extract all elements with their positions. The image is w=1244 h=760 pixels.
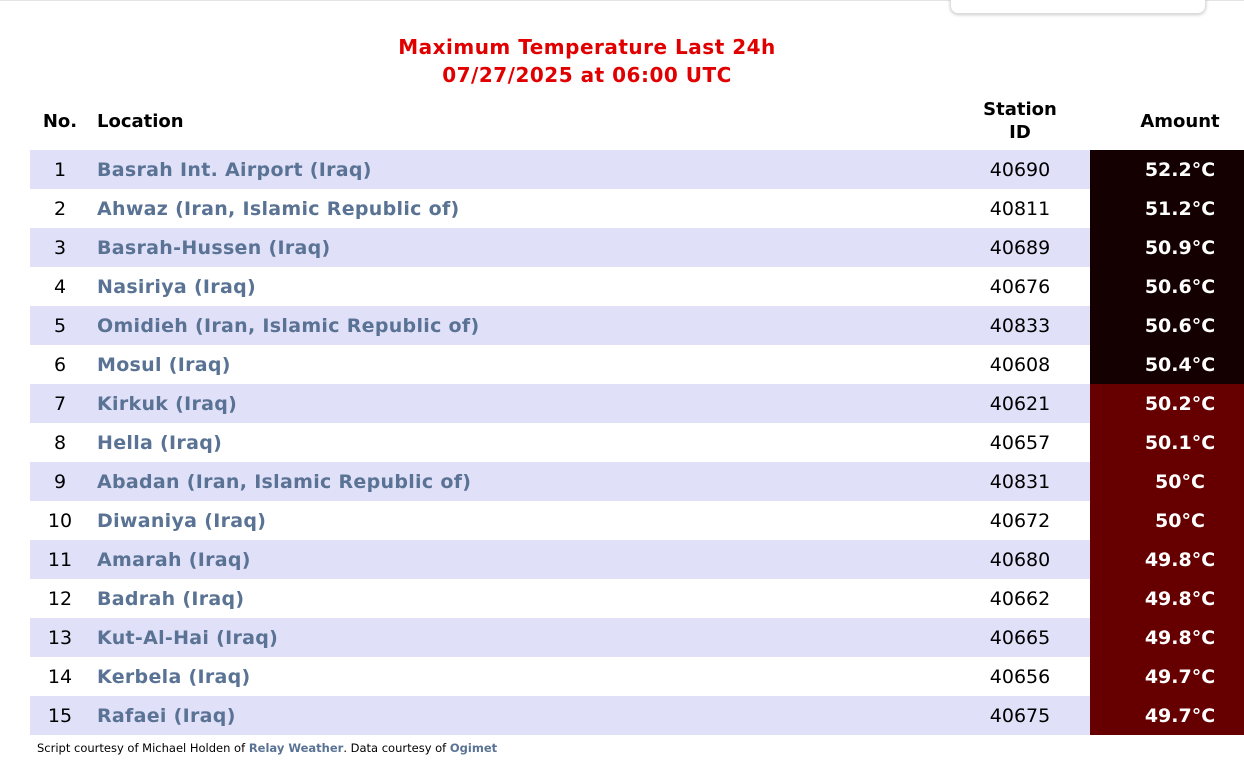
results-table: No. Location Station ID Amount 1 Basrah I… xyxy=(30,92,1244,735)
table-row: 12 Badrah (Iraq) 40662 49.8°C xyxy=(30,579,1244,618)
amount: 50.9°C xyxy=(1090,228,1244,267)
column-header: Location xyxy=(97,110,184,132)
location[interactable]: Basrah-Hussen (Iraq) xyxy=(90,228,950,267)
amount: 49.8°C xyxy=(1090,618,1244,657)
table-body: 1 Basrah Int. Airport (Iraq) 40690 52.2°C 2 A… xyxy=(30,150,1244,735)
row-number: 8 xyxy=(53,431,67,454)
amount: 50.1°C xyxy=(1090,423,1244,462)
location[interactable]: Nasiriya (Iraq) xyxy=(97,275,256,298)
amount: 49.7°C xyxy=(1090,696,1244,735)
table-row: 6 Mosul (Iraq) 40608 50.4°C xyxy=(30,345,1244,384)
amount: 50.6°C xyxy=(1090,306,1244,345)
title-subline: 07/27/2025 at 06:00 UTC xyxy=(442,63,732,87)
location[interactable]: Rafaei (Iraq) xyxy=(90,696,950,735)
row-number: 13 xyxy=(30,618,90,657)
amount: 50.2°C xyxy=(1090,384,1244,423)
row-number: 12 xyxy=(47,587,73,610)
table-row: 5 Omidieh (Iran, Islamic Republic of) 4083… xyxy=(30,306,1244,345)
title: Maximum Temperature Last 24h 07/27/2025 … xyxy=(0,33,1174,89)
station-id: 40665 xyxy=(950,618,1090,657)
station-id: 40831 xyxy=(950,462,1090,501)
location[interactable]: Basrah Int. Airport (Iraq) xyxy=(90,150,950,189)
table-row: 14 Kerbela (Iraq) 40656 49.7°C xyxy=(30,657,1244,696)
station-id: 40662 xyxy=(989,587,1051,610)
amount: 50.6°C xyxy=(1090,267,1244,306)
title-line: Maximum Temperature Last 24h xyxy=(398,35,776,59)
table-row: 4 Nasiriya (Iraq) 40676 50.6°C xyxy=(30,267,1244,306)
amount: 50°C xyxy=(1090,501,1244,540)
location[interactable]: Kut-Al-Hai (Iraq) xyxy=(90,618,950,657)
row-number: 1 xyxy=(30,150,90,189)
location[interactable]: Badrah (Iraq) xyxy=(97,587,245,610)
amount: 50°C xyxy=(1090,462,1244,501)
row-number: 2 xyxy=(53,197,67,220)
top-divider xyxy=(0,0,1244,1)
column-header: Amount xyxy=(1140,110,1220,132)
row-number: 3 xyxy=(30,228,90,267)
location[interactable]: Kerbela (Iraq) xyxy=(97,665,251,688)
table-row: 7 Kirkuk (Iraq) 40621 50.2°C xyxy=(30,384,1244,423)
location[interactable]: Omidieh (Iran, Islamic Republic of) xyxy=(90,306,950,345)
footer-link[interactable]: Relay Weather xyxy=(248,741,344,755)
search-box[interactable] xyxy=(950,0,1206,14)
row-number: 15 xyxy=(30,696,90,735)
location[interactable]: Abadan (Iran, Islamic Republic of) xyxy=(90,462,950,501)
row-number: 14 xyxy=(47,665,73,688)
row-number: 10 xyxy=(47,509,73,532)
amount: 50.4°C xyxy=(1090,345,1244,384)
location[interactable]: Ahwaz (Iran, Islamic Republic of) xyxy=(97,197,460,220)
footer-text: Script courtesy of Michael Holden of xyxy=(37,741,246,755)
amount: 49.8°C xyxy=(1090,540,1244,579)
row-number: 5 xyxy=(30,306,90,345)
location[interactable]: Hella (Iraq) xyxy=(97,431,223,454)
table-row: 15 Rafaei (Iraq) 40675 49.7°C xyxy=(30,696,1244,735)
table-row: 8 Hella (Iraq) 40657 50.1°C xyxy=(30,423,1244,462)
station-id: 40672 xyxy=(989,509,1051,532)
station-id: 40690 xyxy=(950,150,1090,189)
station-id: 40675 xyxy=(950,696,1090,735)
table-row: 2 Ahwaz (Iran, Islamic Republic of) 40811 5… xyxy=(30,189,1244,228)
header-row: No. Location Station ID Amount xyxy=(30,92,1244,150)
amount: 51.2°C xyxy=(1090,189,1244,228)
row-number: 4 xyxy=(53,275,67,298)
row-number: 9 xyxy=(30,462,90,501)
column-header: No. xyxy=(42,110,78,132)
location[interactable]: Mosul (Iraq) xyxy=(97,353,231,376)
location[interactable]: Kirkuk (Iraq) xyxy=(90,384,950,423)
column-header: Station ID xyxy=(983,99,1057,143)
footer-text: . Data courtesy of xyxy=(343,741,447,755)
station-id: 40657 xyxy=(989,431,1051,454)
table-row: 11 Amarah (Iraq) 40680 49.8°C xyxy=(30,540,1244,579)
amount: 52.2°C xyxy=(1090,150,1244,189)
station-id: 40621 xyxy=(950,384,1090,423)
footer-link[interactable]: Ogimet xyxy=(449,741,498,755)
location[interactable]: Diwaniya (Iraq) xyxy=(97,509,267,532)
table-row: 9 Abadan (Iran, Islamic Republic of) 40831… xyxy=(30,462,1244,501)
station-id: 40811 xyxy=(989,197,1051,220)
station-id: 40680 xyxy=(950,540,1090,579)
station-id: 40676 xyxy=(989,275,1051,298)
amount: 49.7°C xyxy=(1090,657,1244,696)
table-row: 1 Basrah Int. Airport (Iraq) 40690 52.2°C xyxy=(30,150,1244,189)
station-id: 40656 xyxy=(989,665,1051,688)
row-number: 11 xyxy=(30,540,90,579)
row-number: 7 xyxy=(30,384,90,423)
table-row: 3 Basrah-Hussen (Iraq) 40689 50.9°C xyxy=(30,228,1244,267)
location[interactable]: Amarah (Iraq) xyxy=(90,540,950,579)
amount: 49.8°C xyxy=(1090,579,1244,618)
table-row: 13 Kut-Al-Hai (Iraq) 40665 49.8°C xyxy=(30,618,1244,657)
station-id: 40608 xyxy=(989,353,1051,376)
station-id: 40833 xyxy=(950,306,1090,345)
footer: Script courtesy of Michael Holden of Rel… xyxy=(37,741,497,755)
row-number: 6 xyxy=(53,353,67,376)
table-row: 10 Diwaniya (Iraq) 40672 50°C xyxy=(30,501,1244,540)
station-id: 40689 xyxy=(950,228,1090,267)
